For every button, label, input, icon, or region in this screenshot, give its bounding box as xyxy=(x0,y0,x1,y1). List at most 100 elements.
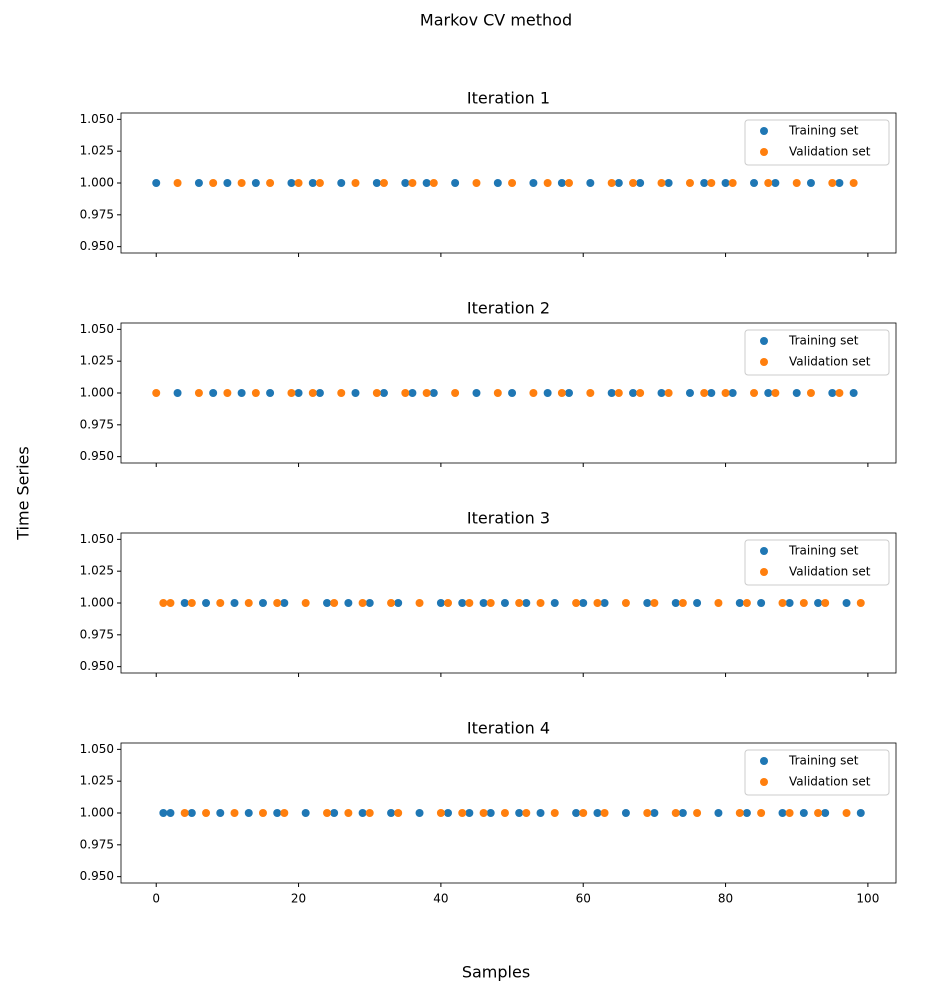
axes-frame xyxy=(120,742,897,884)
scatter-point xyxy=(436,599,445,607)
axes-frame xyxy=(120,532,897,674)
legend-label: Training set xyxy=(788,544,859,558)
scatter-point xyxy=(785,599,794,607)
y-tick-label: 1.000 xyxy=(80,176,114,190)
scatter-point xyxy=(728,389,737,397)
scatter-point xyxy=(387,599,396,607)
scatter-point xyxy=(664,179,673,187)
subplot-title: Iteration 2 xyxy=(467,299,550,318)
scatter-point xyxy=(522,809,531,817)
scatter-point xyxy=(323,809,332,817)
y-tick-label: 0.975 xyxy=(80,207,114,221)
scatter-point xyxy=(372,179,381,187)
scatter-point xyxy=(500,599,509,607)
scatter-point xyxy=(209,179,218,187)
scatter-point xyxy=(244,599,253,607)
scatter-point xyxy=(394,599,403,607)
scatter-point xyxy=(799,809,808,817)
legend-box xyxy=(744,119,890,166)
scatter-point xyxy=(792,389,801,397)
scatter-point xyxy=(287,389,296,397)
x-tick-label: 0 xyxy=(152,892,160,906)
scatter-point xyxy=(621,599,630,607)
scatter-point xyxy=(614,389,623,397)
scatter-point xyxy=(515,809,524,817)
scatter-point xyxy=(621,809,630,817)
scatter-point xyxy=(771,179,780,187)
y-tick-label: 1.050 xyxy=(80,322,114,336)
scatter-point xyxy=(700,389,709,397)
scatter-point xyxy=(216,809,225,817)
scatter-point xyxy=(251,389,260,397)
scatter-point xyxy=(586,179,595,187)
scatter-point xyxy=(444,809,453,817)
scatter-point xyxy=(664,389,673,397)
scatter-point xyxy=(415,599,424,607)
scatter-point xyxy=(657,179,666,187)
scatter-point xyxy=(230,809,239,817)
scatter-point xyxy=(600,599,609,607)
scatter-point xyxy=(579,809,588,817)
scatter-point xyxy=(351,179,360,187)
scatter-point xyxy=(735,599,744,607)
scatter-point xyxy=(849,389,858,397)
scatter-point xyxy=(486,599,495,607)
scatter-point xyxy=(721,389,730,397)
scatter-point xyxy=(536,599,545,607)
legend-label: Training set xyxy=(788,334,859,348)
scatter-point xyxy=(614,179,623,187)
y-tick-label: 1.050 xyxy=(80,742,114,756)
scatter-point xyxy=(856,809,865,817)
scatter-point xyxy=(579,599,588,607)
scatter-point xyxy=(223,389,232,397)
scatter-point xyxy=(472,389,481,397)
scatter-point xyxy=(572,809,581,817)
x-tick-label: 60 xyxy=(576,892,591,906)
scatter-point xyxy=(330,809,339,817)
subplot-title: Iteration 3 xyxy=(467,509,550,528)
scatter-point xyxy=(152,389,161,397)
scatter-point xyxy=(707,179,716,187)
scatter-point xyxy=(714,599,723,607)
scatter-point xyxy=(821,809,830,817)
x-tick-label: 20 xyxy=(291,892,306,906)
scatter-point xyxy=(600,809,609,817)
scatter-point xyxy=(344,599,353,607)
scatter-point xyxy=(365,599,374,607)
scatter-point xyxy=(180,809,189,817)
scatter-point xyxy=(842,599,851,607)
scatter-point xyxy=(771,389,780,397)
legend-marker xyxy=(760,127,768,135)
scatter-point xyxy=(451,389,460,397)
scatter-point xyxy=(806,389,815,397)
scatter-point xyxy=(451,179,460,187)
scatter-point xyxy=(444,599,453,607)
scatter-point xyxy=(508,389,517,397)
legend-box xyxy=(744,749,890,796)
scatter-point xyxy=(472,179,481,187)
scatter-point xyxy=(266,179,275,187)
scatter-point xyxy=(828,389,837,397)
scatter-point xyxy=(422,389,431,397)
legend-box xyxy=(744,539,890,586)
scatter-point xyxy=(650,599,659,607)
scatter-point xyxy=(842,809,851,817)
scatter-point xyxy=(436,809,445,817)
scatter-point xyxy=(401,389,410,397)
scatter-point xyxy=(237,389,246,397)
scatter-point xyxy=(757,599,766,607)
scatter-point xyxy=(785,809,794,817)
legend-label: Validation set xyxy=(789,145,871,159)
scatter-point xyxy=(522,599,531,607)
scatter-point xyxy=(799,599,808,607)
scatter-point xyxy=(493,179,502,187)
scatter-point xyxy=(294,389,303,397)
scatter-point xyxy=(401,179,410,187)
scatter-point xyxy=(394,809,403,817)
scatter-point xyxy=(700,179,709,187)
scatter-point xyxy=(685,179,694,187)
scatter-point xyxy=(515,599,524,607)
legend-marker xyxy=(760,358,768,366)
scatter-point xyxy=(166,599,175,607)
